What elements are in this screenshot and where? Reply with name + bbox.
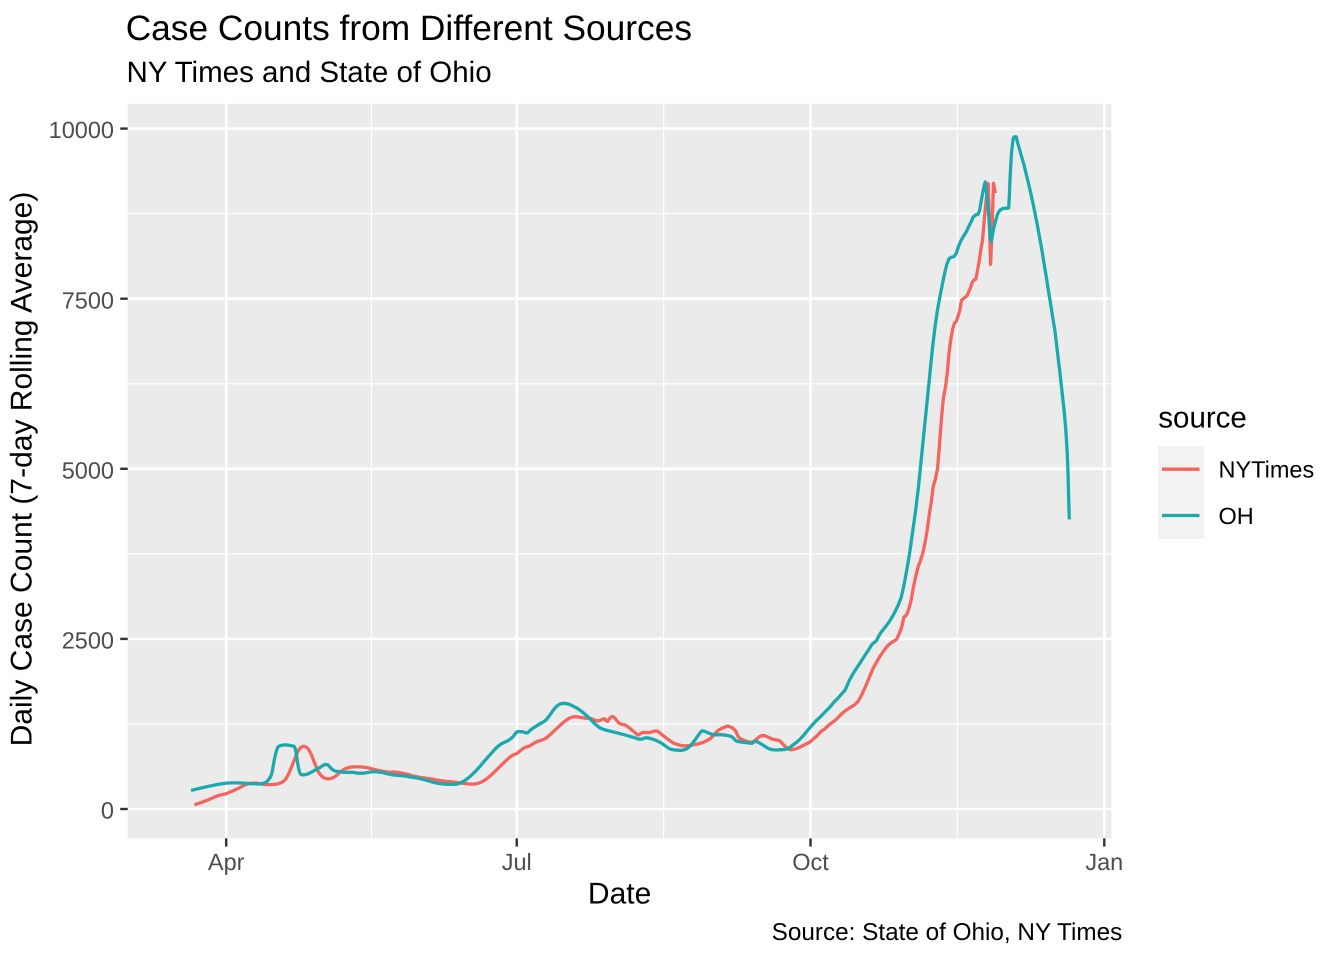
svg-text:Jul: Jul bbox=[502, 849, 532, 875]
svg-text:0: 0 bbox=[101, 798, 114, 824]
svg-text:OH: OH bbox=[1219, 503, 1254, 529]
svg-text:10000: 10000 bbox=[49, 117, 114, 143]
svg-text:2500: 2500 bbox=[62, 628, 114, 654]
svg-text:Daily Case Count (7-day Rollin: Daily Case Count (7-day Rolling Average) bbox=[6, 192, 39, 747]
svg-text:5000: 5000 bbox=[62, 457, 114, 483]
svg-text:Oct: Oct bbox=[792, 849, 829, 875]
svg-text:Case Counts from Different Sou: Case Counts from Different Sources bbox=[126, 9, 692, 48]
svg-text:7500: 7500 bbox=[62, 287, 114, 313]
svg-text:Date: Date bbox=[588, 878, 651, 911]
svg-text:source: source bbox=[1158, 402, 1247, 435]
svg-text:Source: State of Ohio, NY Time: Source: State of Ohio, NY Times bbox=[772, 919, 1123, 946]
svg-text:Jan: Jan bbox=[1085, 849, 1123, 875]
svg-text:NY Times and State of Ohio: NY Times and State of Ohio bbox=[127, 56, 492, 89]
svg-text:NYTimes: NYTimes bbox=[1219, 457, 1315, 483]
svg-text:Apr: Apr bbox=[208, 849, 245, 875]
